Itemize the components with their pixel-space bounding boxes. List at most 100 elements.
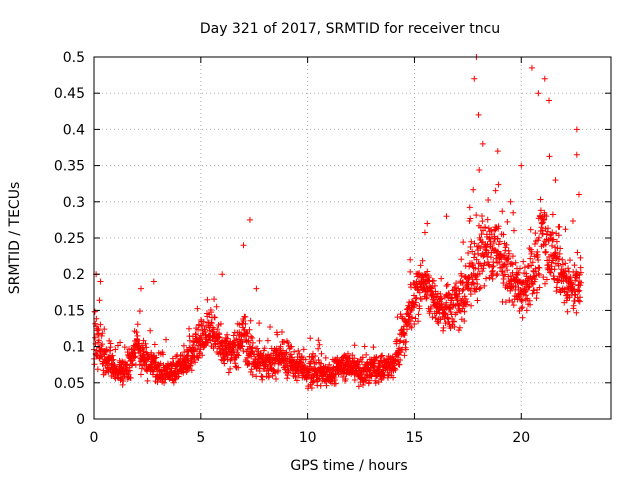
data-point — [535, 270, 542, 277]
data-point — [573, 126, 580, 133]
data-point — [97, 321, 104, 328]
data-point — [414, 270, 421, 277]
data-point — [307, 335, 314, 342]
data-point — [438, 275, 445, 282]
y-tick-label: 0.45 — [54, 86, 85, 102]
data-point — [261, 345, 268, 352]
data-point — [124, 351, 131, 358]
data-point — [481, 282, 488, 289]
y-tick-label: 0.4 — [63, 122, 85, 138]
data-point — [509, 269, 516, 276]
data-point — [244, 330, 251, 337]
data-point — [373, 354, 380, 361]
data-point — [349, 352, 356, 359]
data-point — [334, 354, 341, 361]
data-point — [493, 272, 500, 279]
data-point — [483, 275, 490, 282]
data-point — [541, 280, 548, 287]
data-point — [505, 273, 512, 280]
data-point — [555, 262, 562, 269]
data-point — [460, 239, 467, 246]
data-point — [216, 334, 223, 341]
data-point — [550, 236, 557, 243]
data-point — [543, 248, 550, 255]
data-point — [442, 320, 449, 327]
data-point — [517, 296, 524, 303]
data-point — [291, 348, 298, 355]
data-point — [459, 287, 466, 294]
data-point — [566, 257, 573, 264]
data-point — [521, 264, 528, 271]
data-point — [245, 337, 252, 344]
data-point — [240, 317, 247, 324]
data-point — [430, 277, 437, 284]
data-point — [332, 380, 339, 387]
data-point — [396, 338, 403, 345]
data-point — [484, 216, 491, 223]
chart-title: Day 321 of 2017, SRMTID for receiver tnc… — [200, 21, 500, 37]
data-point — [94, 366, 101, 373]
data-point — [466, 263, 473, 270]
data-point — [97, 278, 104, 285]
data-point — [235, 364, 242, 371]
data-point — [475, 260, 482, 267]
data-point — [562, 226, 569, 233]
data-point — [421, 286, 428, 293]
data-point — [543, 213, 550, 220]
data-point — [401, 332, 408, 339]
data-point — [214, 326, 221, 333]
data-point — [107, 340, 114, 347]
data-point — [564, 308, 571, 315]
data-point — [479, 140, 486, 147]
data-point — [495, 241, 502, 248]
data-point — [331, 376, 338, 383]
data-point — [211, 314, 218, 321]
data-point — [547, 269, 554, 276]
data-point — [110, 356, 117, 363]
data-point — [549, 211, 556, 218]
data-point — [162, 336, 169, 343]
data-point — [371, 363, 378, 370]
data-point — [443, 283, 450, 290]
data-point — [140, 337, 147, 344]
data-point — [426, 278, 433, 285]
data-point — [461, 308, 468, 315]
data-point — [522, 292, 529, 299]
data-point — [443, 213, 450, 220]
data-point — [164, 366, 171, 373]
data-point — [541, 75, 548, 82]
data-point — [253, 285, 260, 292]
data-point — [307, 375, 314, 382]
data-point — [542, 241, 549, 248]
x-tick-label: 5 — [196, 430, 205, 446]
data-point — [264, 337, 271, 344]
data-point — [458, 256, 465, 263]
data-point — [150, 368, 157, 375]
data-point — [527, 255, 534, 262]
data-point — [511, 292, 518, 299]
data-point — [396, 361, 403, 368]
data-point — [204, 296, 211, 303]
data-point — [295, 347, 302, 354]
data-point — [397, 357, 404, 364]
data-point — [519, 304, 526, 311]
y-tick-label: 0.15 — [54, 303, 85, 319]
y-axis-label: SRMTID / TECUs — [7, 182, 23, 295]
data-point — [505, 254, 512, 261]
data-point — [147, 327, 154, 334]
data-point — [551, 266, 558, 273]
data-point — [169, 362, 176, 369]
data-point — [111, 361, 118, 368]
data-point — [457, 308, 464, 315]
data-point — [442, 303, 449, 310]
data-point — [444, 315, 451, 322]
data-point — [467, 291, 474, 298]
data-point — [501, 271, 508, 278]
data-point — [227, 357, 234, 364]
data-point — [413, 294, 420, 301]
data-point — [316, 341, 323, 348]
data-point — [249, 339, 256, 346]
data-point — [577, 269, 584, 276]
data-point — [169, 355, 176, 362]
x-tick-label: 15 — [406, 430, 424, 446]
